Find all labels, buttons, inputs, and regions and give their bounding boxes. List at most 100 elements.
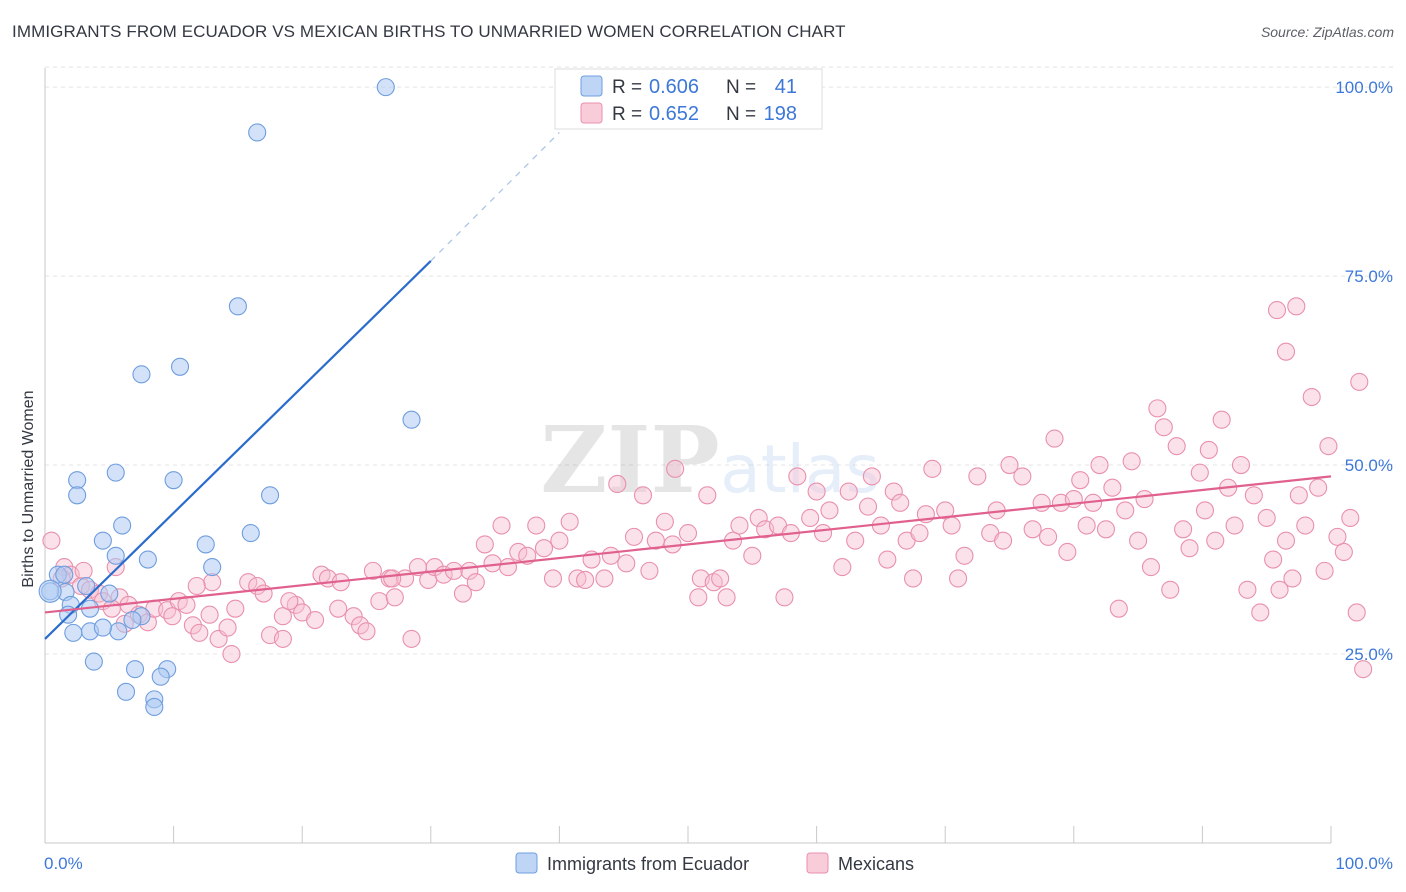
mexicans-point <box>655 512 674 531</box>
legend-swatch <box>806 852 829 874</box>
mexicans-point <box>1013 467 1032 486</box>
ecuador-point <box>196 535 215 554</box>
mexicans-point <box>1302 387 1321 407</box>
mexicans-point <box>363 561 382 580</box>
bottom-legend: Immigrants from Ecuador Mexicans <box>515 852 914 874</box>
mexicans-point <box>1103 478 1122 497</box>
mexicans-point <box>560 512 579 531</box>
mexicans-point <box>1287 297 1306 316</box>
mexicans-point <box>74 561 93 580</box>
mexicans-point <box>601 546 620 565</box>
mexicans-point <box>807 482 826 501</box>
legend-label: Immigrants from Ecuador <box>547 854 749 874</box>
mexicans-point <box>955 546 974 565</box>
ecuador-point <box>138 550 157 569</box>
mexicans-point <box>666 459 685 478</box>
mexicans-point <box>402 629 421 648</box>
mexicans-point <box>788 467 807 486</box>
mexicans-point <box>1032 493 1051 512</box>
ecuador-point <box>145 697 164 716</box>
mexicans-point <box>1206 531 1225 550</box>
mexicans-point <box>1109 599 1128 618</box>
watermark-atlas: atlas <box>720 431 880 508</box>
mexicans-point <box>730 516 749 535</box>
ecuador-point <box>164 471 183 490</box>
mexicans-point <box>306 610 325 630</box>
mexicans-point <box>833 558 852 577</box>
mexicans-point <box>813 524 833 543</box>
mexicans-point <box>1039 527 1058 546</box>
mexicans-point <box>936 501 955 520</box>
ecuador-point <box>125 660 145 679</box>
mexicans-point <box>1267 301 1287 320</box>
mexicans-point <box>385 588 404 607</box>
ecuador-point <box>116 682 136 701</box>
mexicans-point <box>509 542 528 562</box>
watermark-zip: ZIP <box>540 406 719 514</box>
mexicans-point <box>678 524 698 543</box>
mexicans-point <box>483 554 502 573</box>
mexicans-point <box>1238 580 1257 599</box>
ecuador-point <box>376 78 395 97</box>
mexicans-point <box>1244 486 1263 505</box>
mexicans-point <box>698 486 717 505</box>
mexicans-point <box>1077 516 1096 535</box>
mexicans-point <box>329 599 348 618</box>
mexicans-point <box>492 516 511 535</box>
stats-legend: R = 0.606 N = 41 R = 0.652 N = 198 <box>554 68 823 130</box>
ecuador-point <box>123 610 142 630</box>
stats-r-label: R = <box>612 104 642 125</box>
mexicans-point <box>218 618 237 637</box>
mexicans-point <box>968 467 987 486</box>
mexicans-point <box>1199 440 1218 459</box>
mexicans-point <box>280 592 299 611</box>
mexicans-point <box>475 535 494 554</box>
mexicans-point <box>689 588 708 607</box>
ecuador-point-cluster <box>38 579 62 603</box>
ecuador-point <box>113 516 132 535</box>
mexicans-point <box>858 497 878 516</box>
mexicans-point <box>1354 660 1373 679</box>
mexicans-point <box>543 569 563 588</box>
mexicans-trend-line <box>44 475 1332 614</box>
mexicans-point <box>923 459 942 478</box>
mexicans-point <box>203 573 222 592</box>
ecuador-point <box>248 123 267 142</box>
mexicans-point <box>183 616 202 635</box>
y-tick-label: 75.0% <box>1345 267 1393 286</box>
mexicans-point <box>226 599 245 618</box>
mexicans-point <box>1328 527 1347 546</box>
ecuador-trend-extension <box>430 132 560 262</box>
stats-n-label: N = <box>726 77 756 98</box>
mexicans-point <box>862 467 881 486</box>
mexicans-point <box>942 516 961 535</box>
ecuador-point <box>84 652 103 671</box>
ecuador-point <box>203 558 222 577</box>
mexicans-point <box>617 554 636 573</box>
ecuador-point <box>106 463 125 482</box>
mexicans-point <box>595 569 614 588</box>
mexicans-point <box>1000 456 1019 475</box>
mexicans-point <box>891 493 910 512</box>
y-tick-label: 100.0% <box>1335 78 1393 97</box>
watermark: ZIP atlas <box>540 406 879 514</box>
mexicans-point <box>187 576 206 596</box>
mexicans-point <box>1129 531 1148 550</box>
mexicans-point <box>383 569 402 588</box>
mexicans-point <box>200 605 219 624</box>
mexicans-point <box>994 531 1013 550</box>
mexicans-point <box>42 531 61 550</box>
ecuador-trend-line <box>44 260 432 640</box>
mexicans-point <box>1212 410 1231 429</box>
mexicans-point <box>1161 580 1180 599</box>
ecuador-point <box>68 471 87 490</box>
mexicans-point <box>1090 456 1109 475</box>
mexicans-point <box>1116 501 1135 520</box>
mexicans-point <box>1334 542 1353 562</box>
mexicans-point <box>527 516 546 535</box>
ecuador-point <box>55 565 74 584</box>
ecuador-point <box>151 667 170 686</box>
mexicans-point <box>1167 437 1186 456</box>
mexicans-point <box>370 592 389 611</box>
